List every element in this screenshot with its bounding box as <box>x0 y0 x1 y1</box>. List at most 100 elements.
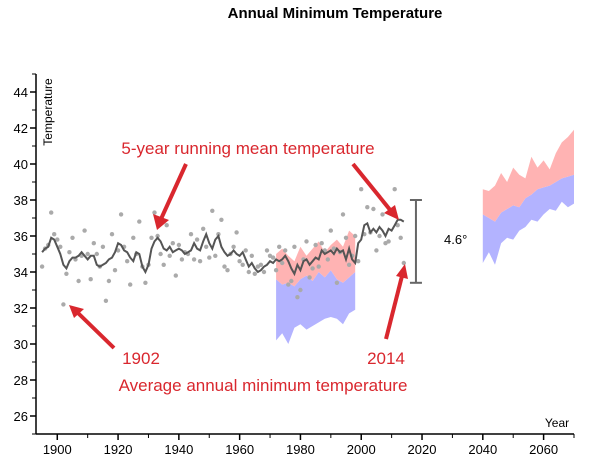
arrow-1902 <box>69 305 116 350</box>
y-tick-label: 28 <box>14 373 28 388</box>
y-tick-label: 38 <box>14 193 28 208</box>
data-point <box>310 266 315 271</box>
x-tick-label: 2000 <box>347 442 376 457</box>
data-point <box>249 253 254 258</box>
y-tick-label: 26 <box>14 409 28 424</box>
x-tick-label: 2040 <box>468 442 497 457</box>
historical-low-band <box>276 270 356 344</box>
x-tick-label: 2020 <box>408 442 437 457</box>
data-point <box>125 259 130 264</box>
data-point <box>106 278 112 284</box>
data-point <box>118 212 124 217</box>
data-point <box>252 271 257 276</box>
data-point <box>137 219 142 224</box>
range-bar <box>409 199 422 284</box>
data-point <box>398 235 403 240</box>
data-point <box>280 260 285 266</box>
data-point <box>273 268 279 273</box>
data-point <box>401 260 406 266</box>
data-point <box>173 273 178 278</box>
data-point <box>207 255 212 260</box>
data-point <box>219 217 224 222</box>
x-axis-label: Year <box>545 416 569 430</box>
data-point <box>395 223 400 228</box>
x-tick-label: 1960 <box>225 442 254 457</box>
data-point <box>158 251 163 257</box>
data-point <box>365 205 370 210</box>
data-point <box>76 278 81 284</box>
projection-bands <box>276 129 574 344</box>
data-point <box>170 241 175 246</box>
x-tick-label: 1940 <box>164 442 193 457</box>
chart-title: Annual Minimum Temperature <box>228 5 443 22</box>
data-point <box>231 244 236 249</box>
y-tick-label: 30 <box>14 337 28 352</box>
data-point <box>216 232 221 237</box>
data-point <box>204 244 209 249</box>
data-point <box>340 212 346 217</box>
data-point <box>128 282 133 287</box>
data-point <box>246 269 251 275</box>
x-tick-label: 1920 <box>104 442 133 457</box>
data-point <box>353 233 358 239</box>
data-point <box>88 277 93 282</box>
annotation-arrows <box>69 162 408 350</box>
data-point <box>346 262 352 267</box>
data-point <box>64 271 69 276</box>
data-point <box>377 233 382 239</box>
data-point <box>58 244 63 249</box>
data-point <box>325 257 330 262</box>
annotation-1902: 1902 <box>122 349 160 368</box>
data-point <box>213 253 218 258</box>
x-tick-label: 1980 <box>286 442 315 457</box>
y-tick-label: 32 <box>14 301 28 316</box>
data-point <box>103 298 109 303</box>
data-point <box>112 268 118 273</box>
data-point <box>61 302 66 307</box>
data-point <box>286 282 291 287</box>
data-point <box>298 287 303 293</box>
data-point <box>237 259 242 264</box>
range-label: 4.6° <box>444 232 467 247</box>
data-point <box>371 206 376 212</box>
data-point <box>270 255 276 260</box>
data-point <box>161 262 166 267</box>
arrow-2014 <box>384 264 408 340</box>
data-point <box>55 237 60 242</box>
x-axis-ticks: 1900 1920 1940 1960 1980 2000 2020 2040 2060 <box>43 434 575 457</box>
data-point <box>328 228 333 233</box>
data-point <box>392 187 397 192</box>
data-point <box>85 251 90 257</box>
data-point <box>380 212 385 217</box>
data-point <box>52 232 57 237</box>
data-point <box>149 235 154 240</box>
data-point <box>356 259 361 264</box>
data-point <box>240 262 245 267</box>
data-point <box>234 230 239 235</box>
data-point <box>258 262 264 267</box>
data-point <box>82 228 87 233</box>
annotation-running-mean: 5-year running mean temperature <box>121 139 374 158</box>
arrow-running-mean-left <box>153 163 188 230</box>
data-point <box>374 248 379 253</box>
data-point <box>131 235 136 240</box>
arrow-running-mean-right <box>351 162 399 220</box>
data-point <box>167 253 172 258</box>
data-point <box>313 242 318 248</box>
data-point <box>243 248 248 253</box>
data-point <box>143 280 148 285</box>
data-point <box>155 233 160 239</box>
data-point <box>222 264 227 269</box>
data-point <box>191 257 197 262</box>
data-point <box>277 244 282 249</box>
data-point <box>331 246 337 251</box>
data-point <box>94 251 100 257</box>
data-point <box>295 295 300 300</box>
data-point <box>307 275 312 280</box>
y-tick-label: 42 <box>14 121 28 136</box>
data-point <box>264 248 270 253</box>
data-point <box>70 235 75 240</box>
y-tick-label: 40 <box>14 157 28 172</box>
x-tick-label: 1900 <box>43 442 72 457</box>
